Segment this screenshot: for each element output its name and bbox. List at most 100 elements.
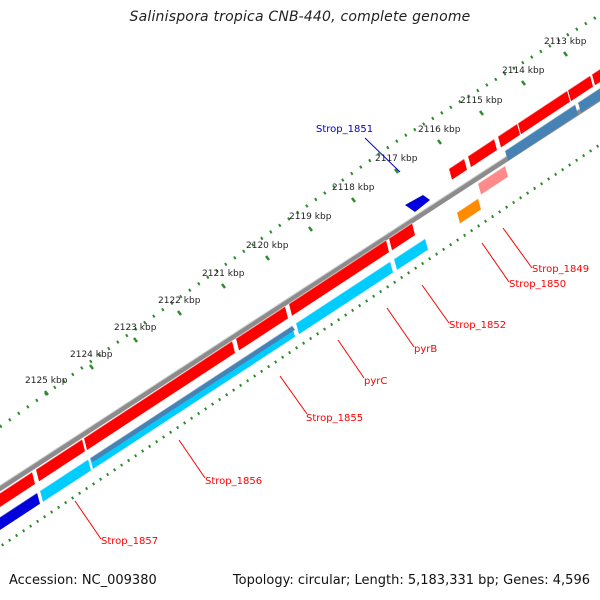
forward-gene-block-highlight [448,158,465,170]
inner-tick-mark [1,543,5,547]
tick-mark [197,281,201,286]
gene-label-pyrc[interactable]: pyrC [364,376,387,387]
inner-tick-mark [477,224,481,228]
forward-gene-block[interactable] [84,341,235,450]
tick-mark [35,398,39,403]
tick-mark [305,204,309,208]
tick-label: 2117 kbp [375,154,418,164]
inner-tick-mark [351,308,355,313]
tick-mark [485,83,489,87]
inner-tick-mark [204,407,208,411]
major-tick [351,197,356,203]
inner-tick-mark [85,486,89,491]
inner-tick-mark [407,271,411,275]
forward-gene-block[interactable] [518,90,570,135]
inner-tick-mark [169,430,173,434]
gene-label-strop-1850[interactable]: Strop_1850 [509,279,566,290]
reverse-gene-block[interactable] [505,104,578,161]
tick-mark [233,255,237,260]
tick-mark [566,32,570,37]
gene-label-strop-1857[interactable]: Strop_1857 [101,536,158,547]
inner-tick-mark [127,458,131,463]
reverse-gene-block[interactable] [296,261,393,335]
forward-gene-block[interactable] [449,158,467,180]
gene-label-strop-1855[interactable]: Strop_1855 [306,413,363,424]
gene-block-strop-1850[interactable] [457,198,481,224]
inner-tick-mark [239,383,243,388]
inner-tick-mark [183,421,187,425]
inner-tick-mark [113,468,117,472]
forward-gene-block[interactable] [236,306,288,351]
tick-mark [314,197,318,202]
gene-label-strop-1852[interactable]: Strop_1852 [449,320,506,331]
tick-mark [89,359,93,364]
inner-tick-mark [491,214,495,219]
inner-tick-mark [253,374,257,378]
inner-tick-mark [309,336,313,341]
forward-gene-block[interactable] [389,223,415,251]
gene-label-strop-1851[interactable]: Strop_1851 [316,124,373,135]
inner-tick-mark [99,477,103,481]
tick-mark [593,16,597,20]
major-tick [308,226,313,232]
gene-block-strop-1851[interactable] [405,195,430,212]
tick-mark [458,99,462,104]
gene-block-strop-1849-highlight [477,165,506,185]
tick-mark [449,105,453,110]
forward-gene-block-highlight [35,438,83,470]
forward-gene-block[interactable] [468,138,497,168]
forward-gene-block[interactable] [289,240,389,316]
callout-line [481,242,510,283]
forward-gene-block-highlight [83,340,233,439]
inner-tick-mark [64,501,68,505]
tick-mark [134,327,138,331]
callout-line [337,339,365,379]
gene-block-blue[interactable] [0,492,40,532]
tick-mark [116,340,120,344]
reverse-gene-block[interactable] [578,85,600,113]
inner-tick-mark [176,425,180,430]
tick-mark [224,262,228,267]
inner-tick-mark [561,168,565,172]
inner-tick-mark [316,332,320,336]
callout-line [279,375,308,415]
reverse-gene-block[interactable] [40,459,91,502]
genome-summary-text: Topology: circular; Length: 5,183,331 bp… [232,573,590,588]
gene-label-strop-1856[interactable]: Strop_1856 [205,476,262,487]
tick-mark [206,275,210,280]
tick-label: 2121 kbp [202,269,245,279]
inner-tick-mark [379,289,383,294]
gene-block-strop-1849[interactable] [478,165,508,195]
forward-gene-block[interactable] [568,75,593,102]
tick-label: 2125 kbp [25,376,68,386]
tick-mark [368,158,372,163]
tick-mark [521,60,525,65]
inner-tick-mark [330,322,334,327]
tick-label: 2122 kbp [158,296,201,306]
tick-mark [188,288,192,293]
inner-tick-mark [71,496,75,500]
forward-gene-block[interactable] [0,472,35,508]
callout-line [178,439,206,479]
tick-mark [359,165,363,169]
forward-gene-block-highlight [591,68,600,75]
tick-mark [404,133,408,138]
inner-tick-mark [141,449,145,453]
forward-gene-block[interactable] [592,66,600,86]
gene-label-strop-1849[interactable]: Strop_1849 [532,264,589,275]
inner-tick-mark [295,346,299,350]
reverse-gene-block[interactable] [394,238,428,270]
inner-tick-mark [197,411,201,416]
inner-tick-mark [22,529,26,533]
reverse-gene-overlay[interactable] [90,325,295,463]
tick-mark [467,94,471,98]
tick-mark [179,294,183,299]
inner-tick-mark [540,182,544,186]
gene-label-pyrb[interactable]: pyrB [414,344,437,355]
forward-gene-block[interactable] [36,439,85,482]
forward-gene-block[interactable] [498,123,520,148]
tick-mark [494,77,498,82]
major-tick [394,168,399,174]
inner-tick-mark [386,285,390,289]
